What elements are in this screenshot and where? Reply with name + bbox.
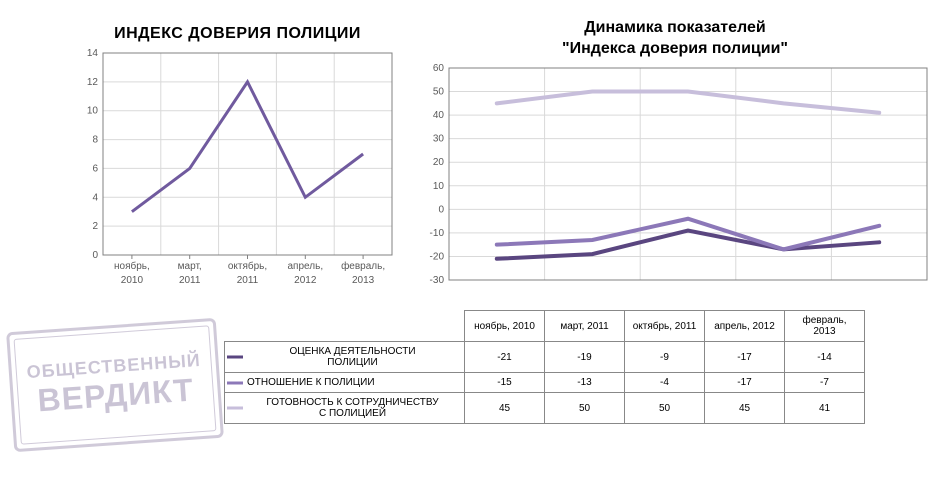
- legend-line-icon: [227, 356, 243, 359]
- svg-text:февраль,: февраль,: [341, 260, 385, 272]
- table-cell: -15: [465, 373, 545, 393]
- svg-text:10: 10: [433, 180, 445, 191]
- table-col-header: апрель, 2012: [705, 311, 785, 342]
- right-chart-title-line2: "Индекса доверия полиции": [562, 40, 788, 57]
- table-col-header: март, 2011: [545, 311, 625, 342]
- table-cell: -19: [545, 342, 625, 373]
- data-table: ноябрь, 2010март, 2011октябрь, 2011апрел…: [224, 310, 865, 424]
- table-cell: -14: [785, 342, 865, 373]
- svg-text:30: 30: [433, 133, 445, 144]
- stamp-logo: ОБЩЕСТВЕННЫЙ ВЕРДИКТ: [6, 318, 224, 452]
- table-row: ГОТОВНОСТЬ К СОТРУДНИЧЕСТВУС ПОЛИЦИЕЙ455…: [225, 393, 865, 424]
- table-header-row: ноябрь, 2010март, 2011октябрь, 2011апрел…: [225, 311, 865, 342]
- table-col-header: ноябрь, 2010: [465, 311, 545, 342]
- table-cell: -9: [625, 342, 705, 373]
- table-cell: 50: [625, 393, 705, 424]
- svg-text:2011: 2011: [179, 275, 201, 286]
- right-chart: Динамика показателей "Индекса доверия по…: [415, 18, 935, 313]
- svg-text:апрель,: апрель,: [288, 261, 324, 272]
- svg-text:8: 8: [92, 135, 98, 146]
- svg-text:10: 10: [87, 106, 99, 117]
- svg-text:6: 6: [92, 163, 98, 174]
- table-cell: 41: [785, 393, 865, 424]
- left-chart: ИНДЕКС ДОВЕРИЯ ПОЛИЦИИ 0 2 4 6 8 10 12 14 ноябрь…: [75, 25, 400, 305]
- svg-text:0: 0: [438, 204, 444, 215]
- svg-text:2012: 2012: [294, 275, 317, 286]
- svg-text:2: 2: [92, 221, 98, 232]
- svg-text:2013: 2013: [352, 275, 375, 286]
- right-chart-title-line1: Динамика показателей: [584, 19, 765, 36]
- legend-line-icon: [227, 381, 243, 384]
- table-row-label: ОТНОШЕНИЕ К ПОЛИЦИИ: [225, 373, 465, 393]
- left-chart-svg: 0 2 4 6 8 10 12 14 ноябрь, 2010 март, 2011 октябрь, 2…: [75, 43, 400, 303]
- table-cell: -17: [705, 373, 785, 393]
- svg-text:0: 0: [92, 250, 98, 261]
- svg-text:-20: -20: [430, 251, 445, 262]
- table-blank-cell: [225, 311, 465, 342]
- svg-text:20: 20: [433, 157, 445, 168]
- table-cell: -7: [785, 373, 865, 393]
- table-cell: -13: [545, 373, 625, 393]
- table-cell: -17: [705, 342, 785, 373]
- legend-line-icon: [227, 407, 243, 410]
- svg-text:50: 50: [433, 86, 445, 97]
- stamp-text: ОБЩЕСТВЕННЫЙ ВЕРДИКТ: [6, 318, 224, 452]
- svg-text:40: 40: [433, 110, 445, 121]
- svg-text:2011: 2011: [237, 275, 259, 286]
- table-cell: -4: [625, 373, 705, 393]
- table-cell: 45: [465, 393, 545, 424]
- svg-text:-30: -30: [430, 275, 445, 286]
- left-chart-title: ИНДЕКС ДОВЕРИЯ ПОЛИЦИИ: [75, 25, 400, 43]
- svg-text:4: 4: [92, 192, 98, 203]
- table-col-header: октябрь, 2011: [625, 311, 705, 342]
- svg-text:ноябрь,: ноябрь,: [114, 260, 150, 272]
- table-cell: 50: [545, 393, 625, 424]
- svg-text:12: 12: [87, 77, 99, 88]
- svg-text:март,: март,: [178, 261, 202, 272]
- table-col-header: февраль, 2013: [785, 311, 865, 342]
- svg-text:60: 60: [433, 63, 445, 74]
- right-chart-svg: -30 -20 -10 0 10 20 30 40 50 60: [415, 60, 935, 290]
- table-row: ОТНОШЕНИЕ К ПОЛИЦИИ-15-13-4-17-7: [225, 373, 865, 393]
- svg-text:2010: 2010: [121, 275, 144, 286]
- table-row-label: ОЦЕНКА ДЕЯТЕЛЬНОСТИПОЛИЦИИ: [225, 342, 465, 373]
- svg-text:октябрь,: октябрь,: [228, 260, 267, 272]
- table-row-label: ГОТОВНОСТЬ К СОТРУДНИЧЕСТВУС ПОЛИЦИЕЙ: [225, 393, 465, 424]
- svg-text:-10: -10: [430, 227, 445, 238]
- table-row: ОЦЕНКА ДЕЯТЕЛЬНОСТИПОЛИЦИИ-21-19-9-17-14: [225, 342, 865, 373]
- svg-text:14: 14: [87, 48, 99, 59]
- right-chart-title: Динамика показателей "Индекса доверия по…: [415, 18, 935, 60]
- table-cell: 45: [705, 393, 785, 424]
- table-cell: -21: [465, 342, 545, 373]
